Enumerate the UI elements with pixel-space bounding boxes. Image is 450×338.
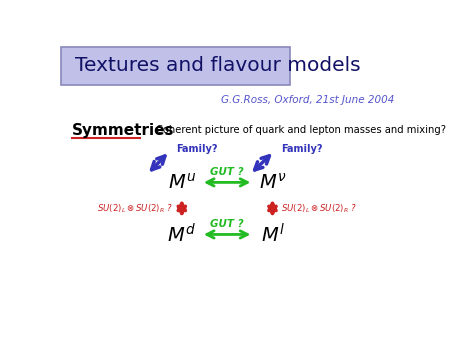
Text: GUT ?: GUT ? xyxy=(210,219,244,229)
Text: G.G.Ross, Oxford, 21st June 2004: G.G.Ross, Oxford, 21st June 2004 xyxy=(220,95,394,105)
Text: $M^{\nu}$: $M^{\nu}$ xyxy=(259,172,286,192)
Text: $SU(2)_L \otimes SU(2)_R$ ?: $SU(2)_L \otimes SU(2)_R$ ? xyxy=(97,202,173,215)
Text: $M^u$: $M^u$ xyxy=(168,172,196,192)
Text: $M^l$: $M^l$ xyxy=(261,223,284,246)
Text: Textures and flavour models: Textures and flavour models xyxy=(76,56,361,75)
Text: $SU(2)_L \otimes SU(2)_R$ ?: $SU(2)_L \otimes SU(2)_R$ ? xyxy=(281,202,357,215)
Text: Symmetries: Symmetries xyxy=(72,123,175,138)
Text: Family?: Family? xyxy=(281,144,323,154)
Text: Family?: Family? xyxy=(176,144,218,154)
FancyBboxPatch shape xyxy=(62,47,290,85)
Text: Coherent picture of quark and lepton masses and mixing?: Coherent picture of quark and lepton mas… xyxy=(156,125,446,135)
Text: $M^d$: $M^d$ xyxy=(167,223,196,246)
Text: GUT ?: GUT ? xyxy=(210,167,244,177)
